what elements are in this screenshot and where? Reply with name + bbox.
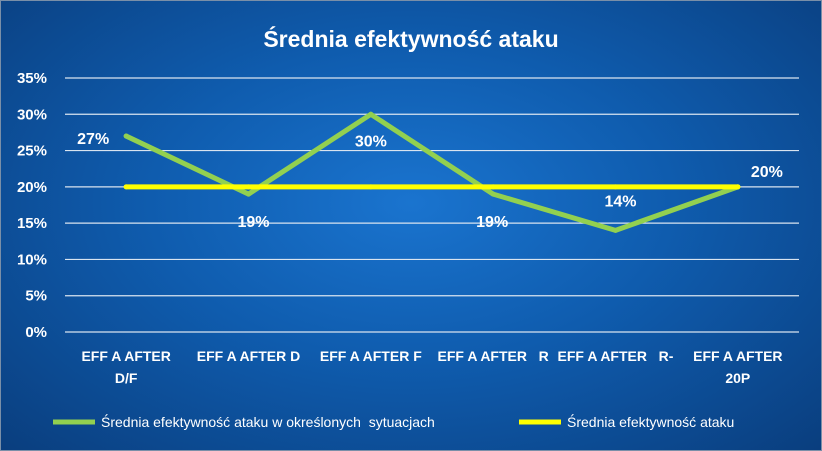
y-tick-label: 10% — [17, 251, 47, 268]
data-point — [246, 184, 251, 190]
data-label: 14% — [604, 193, 636, 210]
data-label: 27% — [77, 131, 109, 148]
y-tick-label: 15% — [17, 215, 47, 232]
x-category-label: D/F — [115, 370, 138, 386]
data-label: 20% — [751, 164, 783, 181]
data-point — [613, 184, 618, 190]
y-axis-ticks: 0% 5% 10% 15% 20% 25% 30% 35% — [17, 70, 47, 341]
data-point — [490, 191, 496, 197]
legend-label: Średnia efektywność ataku — [567, 413, 734, 430]
legend-label: Średnia efektywność ataku w określonych … — [101, 413, 435, 430]
y-tick-label: 35% — [17, 70, 47, 87]
series-lines — [123, 111, 741, 233]
legend: Średnia efektywność ataku w określonych … — [53, 413, 734, 430]
x-category-label: EFF A AFTER R — [438, 348, 549, 364]
data-point — [368, 184, 374, 190]
data-point — [613, 227, 618, 233]
y-tick-label: 5% — [25, 288, 47, 305]
x-category-label: EFF A AFTER F — [320, 348, 422, 364]
data-point — [123, 184, 129, 190]
chart-title: Średnia efektywność ataku — [263, 25, 558, 52]
data-label: 19% — [237, 214, 269, 231]
x-category-label: EFF A AFTER — [693, 348, 782, 364]
y-tick-label: 25% — [17, 143, 47, 160]
data-point — [735, 184, 741, 190]
y-tick-label: 20% — [17, 179, 47, 196]
data-point — [368, 111, 374, 117]
data-label: 19% — [476, 214, 508, 231]
data-point — [490, 184, 496, 190]
data-labels: 27% 19% 30% 19% 14% 20% — [77, 131, 783, 231]
x-category-label: EFF A AFTER D — [197, 348, 300, 364]
y-tick-label: 0% — [25, 324, 47, 341]
data-label: 30% — [355, 133, 387, 150]
data-point — [123, 133, 129, 139]
x-axis-categories: EFF A AFTER D/F EFF A AFTER D EFF A AFTER F… — [81, 348, 782, 386]
x-category-label: EFF A AFTER R- — [558, 348, 674, 364]
series-line-situational — [123, 111, 741, 233]
x-category-label: EFF A AFTER — [81, 348, 170, 364]
x-category-label: 20P — [725, 370, 750, 386]
data-point — [246, 191, 251, 197]
y-tick-label: 30% — [17, 106, 47, 123]
